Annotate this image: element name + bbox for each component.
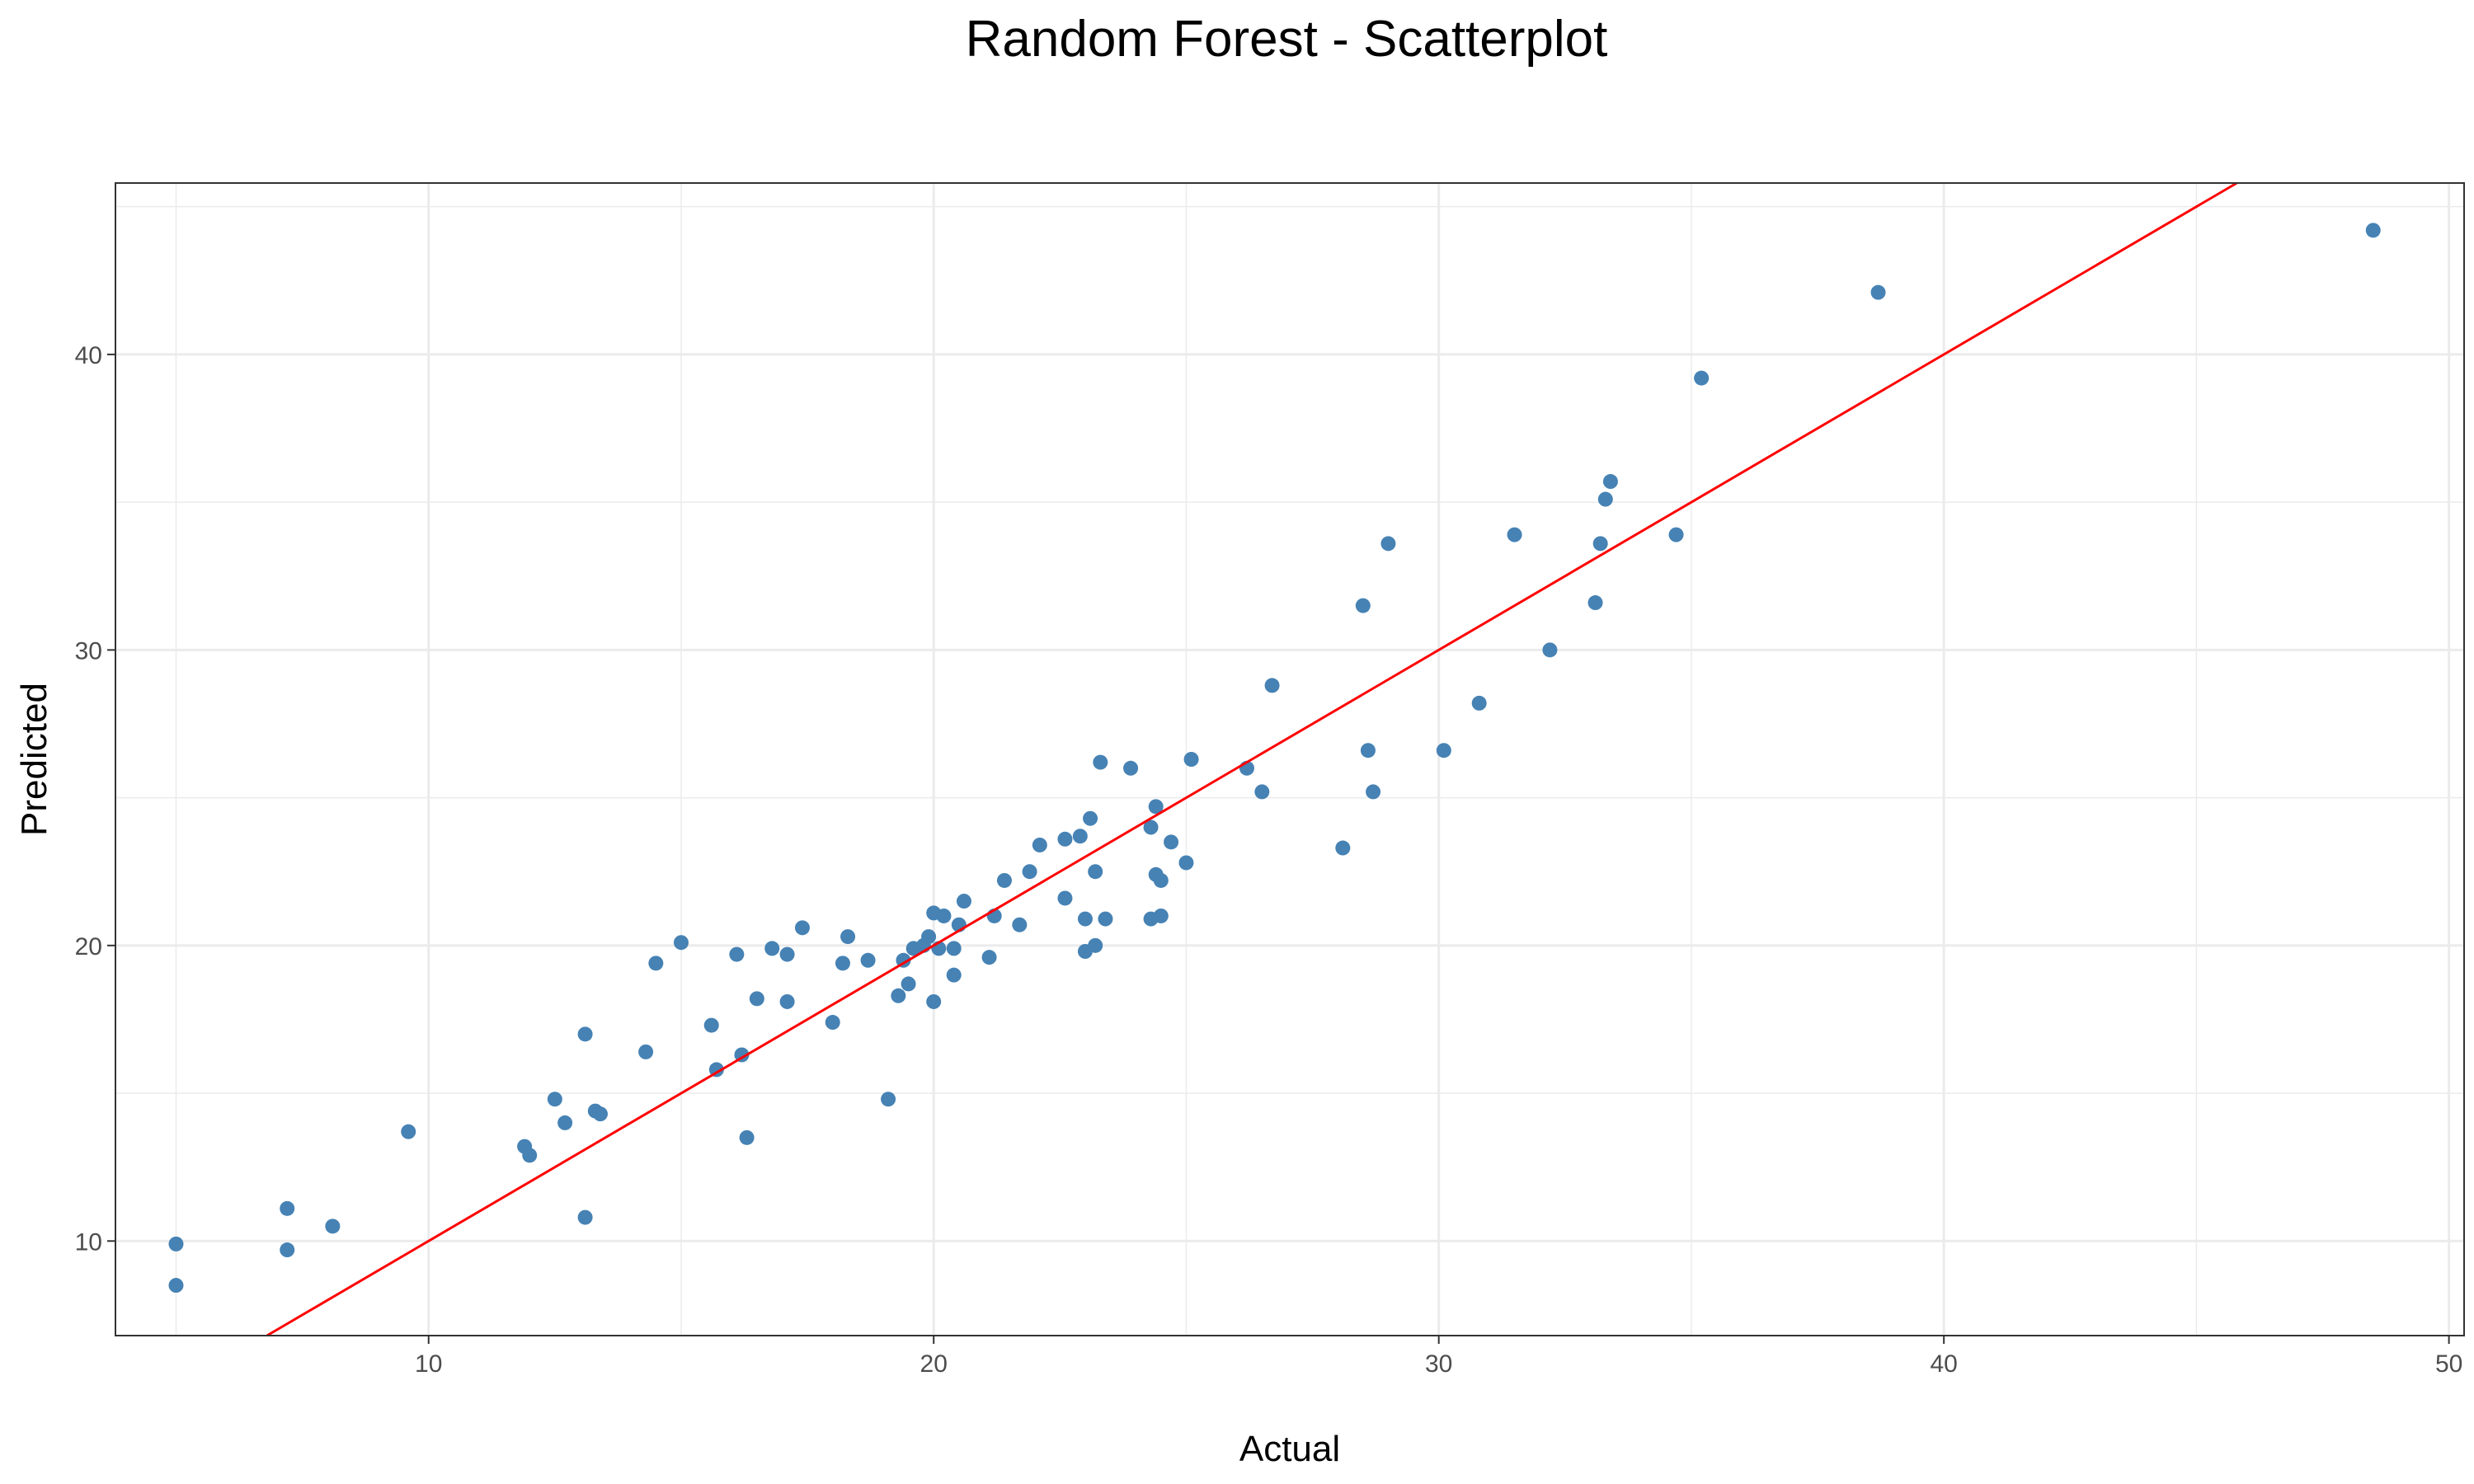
y-axis-label: Predicted <box>14 683 54 836</box>
data-point <box>779 993 795 1009</box>
y-tick-label: 40 <box>75 342 102 369</box>
data-point <box>1597 491 1613 507</box>
data-points <box>168 223 2381 1294</box>
data-point <box>1178 855 1194 871</box>
chart-title: Random Forest - Scatterplot <box>966 11 1608 68</box>
data-point <box>1022 864 1037 880</box>
data-point <box>1093 754 1108 770</box>
data-point <box>1072 829 1088 844</box>
data-point <box>1083 810 1098 826</box>
data-point <box>1380 536 1396 552</box>
data-point <box>1668 527 1684 542</box>
data-point <box>1098 911 1113 927</box>
data-point <box>1870 284 1886 300</box>
data-point <box>1366 784 1381 800</box>
data-point <box>794 920 810 936</box>
data-point <box>325 1219 341 1234</box>
data-point <box>1592 536 1608 552</box>
data-point <box>280 1200 295 1216</box>
data-point <box>1057 831 1073 847</box>
data-point <box>901 976 916 992</box>
y-tick-label: 10 <box>75 1228 102 1256</box>
data-point <box>835 956 850 971</box>
data-point <box>946 941 962 956</box>
data-point <box>881 1092 896 1107</box>
data-point <box>1355 598 1371 613</box>
data-point <box>592 1106 608 1122</box>
axis-ticks: 10 20 30 40 50 10 20 30 40 <box>75 342 2463 1378</box>
data-point <box>280 1242 295 1258</box>
data-point <box>1153 908 1169 923</box>
data-point <box>673 935 689 951</box>
data-point <box>1471 695 1487 711</box>
grid <box>115 183 2464 1336</box>
data-point <box>1507 527 1522 542</box>
reference-line-layer <box>266 181 2238 1337</box>
data-point <box>1183 752 1199 767</box>
data-point <box>1057 890 1073 906</box>
data-point <box>764 941 780 956</box>
data-point <box>860 952 876 968</box>
y-tick-label: 20 <box>75 933 102 960</box>
data-point <box>921 929 937 945</box>
data-point <box>577 1026 593 1042</box>
x-axis-label: Actual <box>1239 1429 1340 1469</box>
data-point <box>1436 743 1451 758</box>
x-tick-label: 20 <box>920 1350 948 1378</box>
data-point <box>168 1278 184 1294</box>
data-point <box>996 872 1012 888</box>
data-point <box>729 946 745 962</box>
data-point <box>1153 872 1169 888</box>
data-point <box>1587 595 1603 611</box>
y-tick-label: 30 <box>75 637 102 665</box>
reference-line <box>266 181 2238 1337</box>
data-point <box>926 993 942 1009</box>
data-point <box>557 1115 573 1130</box>
data-point <box>936 908 952 923</box>
data-point <box>1254 784 1270 800</box>
data-point <box>547 1092 562 1107</box>
data-point <box>779 946 795 962</box>
data-point <box>1088 864 1103 880</box>
data-point <box>1148 799 1164 815</box>
data-point <box>2365 223 2381 238</box>
data-point <box>648 956 664 971</box>
data-point <box>1012 917 1028 932</box>
data-point <box>1264 678 1280 693</box>
data-point <box>891 988 906 1003</box>
x-tick-label: 30 <box>1425 1350 1452 1378</box>
x-tick-label: 10 <box>415 1350 442 1378</box>
data-point <box>840 929 856 945</box>
data-point <box>703 1017 719 1033</box>
data-point <box>1694 370 1710 386</box>
data-point <box>749 991 764 1007</box>
data-point <box>1077 911 1093 927</box>
data-point <box>981 950 997 965</box>
data-point <box>1542 642 1558 658</box>
data-point <box>1143 819 1159 835</box>
data-point <box>577 1209 593 1225</box>
x-tick-label: 40 <box>1930 1350 1957 1378</box>
data-point <box>1032 837 1047 852</box>
data-point <box>522 1148 538 1163</box>
data-point <box>1360 743 1376 758</box>
data-point <box>825 1015 840 1031</box>
data-point <box>638 1044 654 1059</box>
data-point <box>946 967 962 983</box>
data-point <box>1123 760 1139 776</box>
data-point <box>1164 834 1179 850</box>
data-point <box>1335 840 1351 856</box>
data-point <box>739 1129 755 1145</box>
data-point <box>1602 474 1618 490</box>
data-point <box>1088 937 1103 953</box>
x-tick-label: 50 <box>2435 1350 2462 1378</box>
data-point <box>168 1236 184 1252</box>
data-point <box>401 1124 416 1139</box>
plot-panel-border <box>115 182 2465 1336</box>
data-point <box>956 894 971 909</box>
